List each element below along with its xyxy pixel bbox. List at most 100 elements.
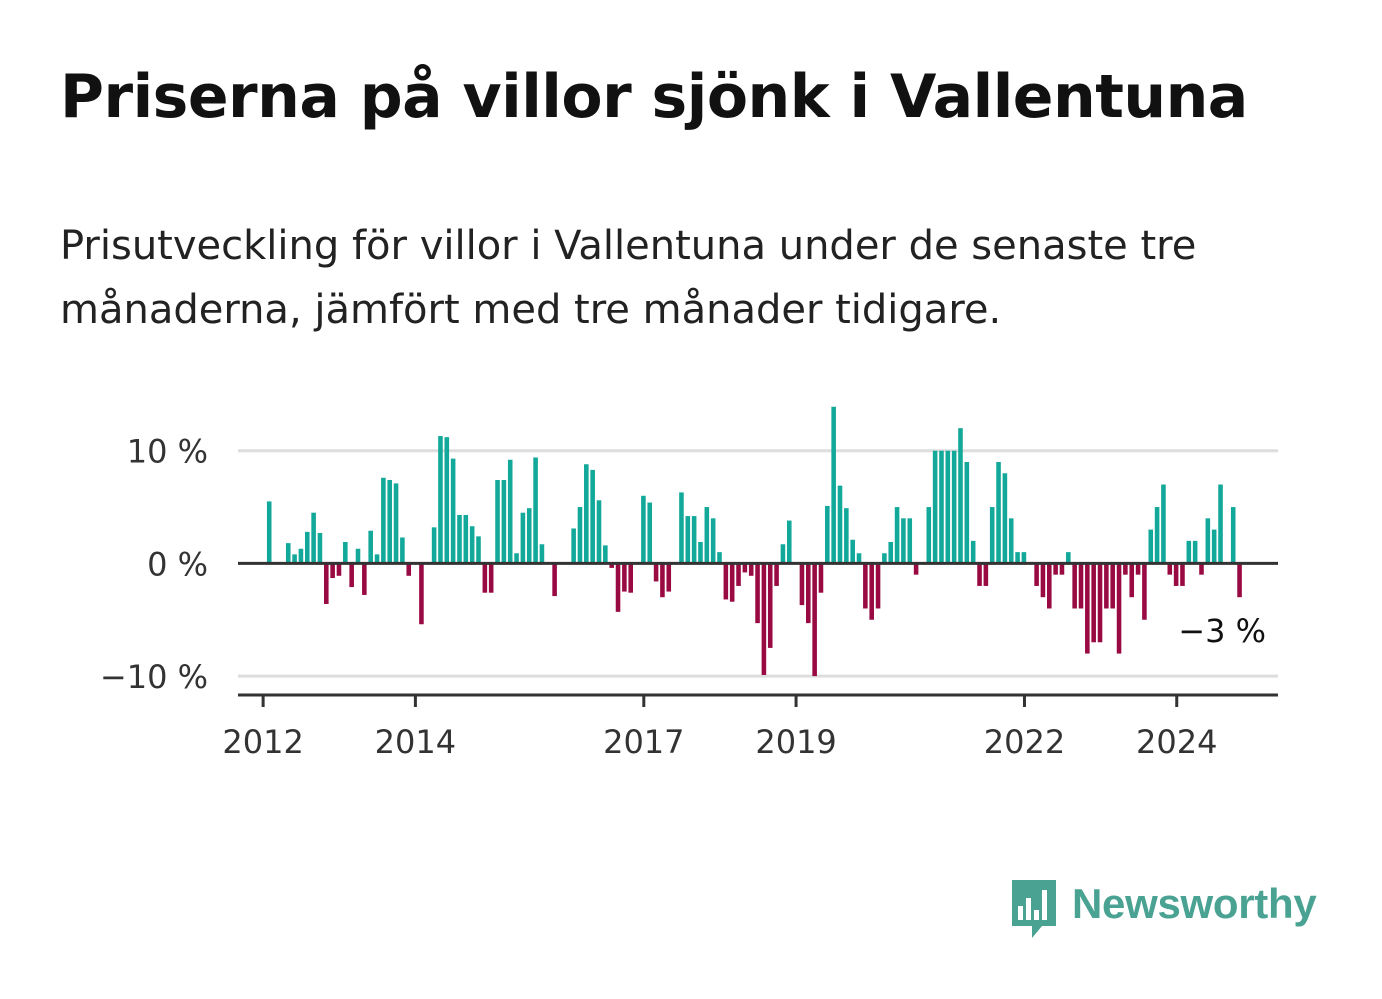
bar	[691, 516, 697, 564]
bar	[1097, 563, 1103, 643]
bar	[1021, 552, 1027, 564]
bar	[1180, 563, 1185, 586]
bar	[285, 543, 291, 564]
bar	[381, 477, 386, 564]
bar	[831, 406, 836, 564]
bar	[330, 563, 335, 579]
bar	[736, 563, 741, 586]
bar	[596, 500, 602, 564]
bar	[495, 480, 500, 564]
bar	[679, 492, 684, 564]
bar	[438, 436, 443, 564]
bar	[958, 428, 963, 564]
bar	[450, 458, 456, 564]
x-tick-label: 2022	[984, 723, 1065, 761]
bar	[653, 563, 659, 582]
bar	[476, 536, 481, 564]
bar	[590, 469, 595, 564]
bar	[818, 563, 824, 593]
bar	[812, 563, 817, 677]
bar	[964, 461, 970, 564]
bar	[368, 530, 373, 564]
bar	[894, 507, 900, 564]
bar	[1059, 563, 1065, 575]
bar	[888, 541, 894, 564]
bar	[628, 563, 633, 593]
bar	[767, 563, 773, 648]
bar	[1091, 563, 1096, 643]
bar	[977, 563, 982, 586]
bar	[1142, 563, 1147, 620]
bar	[1218, 484, 1223, 564]
bar	[577, 507, 583, 564]
last-value-label: −3 %	[1178, 612, 1266, 650]
bar	[324, 563, 329, 604]
newsworthy-logo: Newsworthy	[1008, 876, 1317, 940]
bar	[349, 563, 354, 588]
bar	[292, 554, 297, 564]
bar	[419, 563, 424, 625]
bar	[603, 545, 608, 564]
bar	[1066, 552, 1071, 564]
y-tick-label: −10 %	[100, 658, 208, 696]
bar	[856, 553, 862, 564]
bar	[996, 461, 1001, 564]
bar	[939, 450, 944, 564]
bar	[1047, 563, 1052, 609]
bar	[837, 485, 843, 564]
bar	[609, 563, 614, 568]
bar	[1116, 563, 1122, 654]
bar	[355, 548, 361, 564]
bar	[406, 563, 412, 576]
bar	[374, 554, 380, 564]
bar	[723, 563, 729, 600]
bar	[1199, 563, 1204, 575]
bar	[774, 563, 779, 586]
bar	[311, 512, 316, 564]
bar	[825, 505, 830, 564]
bar	[1173, 563, 1179, 586]
y-tick-label: 10 %	[127, 433, 208, 471]
bar	[869, 563, 874, 620]
bar-chart-speech-bubble-icon	[1012, 880, 1056, 938]
bar	[526, 508, 532, 564]
bar	[1015, 552, 1020, 564]
bar	[1008, 518, 1014, 564]
bars	[266, 406, 1242, 677]
bar	[875, 563, 881, 609]
bar	[520, 512, 526, 564]
bar	[913, 563, 919, 575]
bar	[463, 514, 469, 564]
bar	[298, 548, 304, 564]
bar	[907, 518, 913, 564]
bar	[514, 553, 519, 564]
bar	[647, 502, 653, 564]
y-tick-label: 0 %	[147, 545, 208, 583]
bar	[685, 516, 691, 564]
bar	[729, 563, 735, 602]
bar	[1237, 563, 1242, 598]
bar	[431, 527, 437, 564]
bar	[362, 563, 367, 595]
bar	[400, 537, 405, 564]
bar	[863, 563, 868, 609]
bar	[1135, 563, 1141, 575]
bar	[584, 464, 589, 564]
bar	[571, 528, 576, 564]
bar	[1040, 563, 1046, 598]
bar	[1205, 518, 1211, 564]
bar	[755, 563, 760, 624]
bar	[1123, 563, 1128, 575]
brand-name: Newsworthy	[1072, 880, 1317, 927]
bar	[1148, 529, 1154, 564]
bar	[457, 514, 462, 564]
bar	[533, 457, 538, 564]
bar	[1002, 473, 1008, 564]
bar	[615, 563, 621, 612]
bar	[444, 437, 450, 564]
bar	[761, 563, 767, 675]
bar	[304, 531, 310, 564]
bar	[951, 450, 957, 564]
bar	[660, 563, 665, 598]
bar	[780, 544, 786, 564]
